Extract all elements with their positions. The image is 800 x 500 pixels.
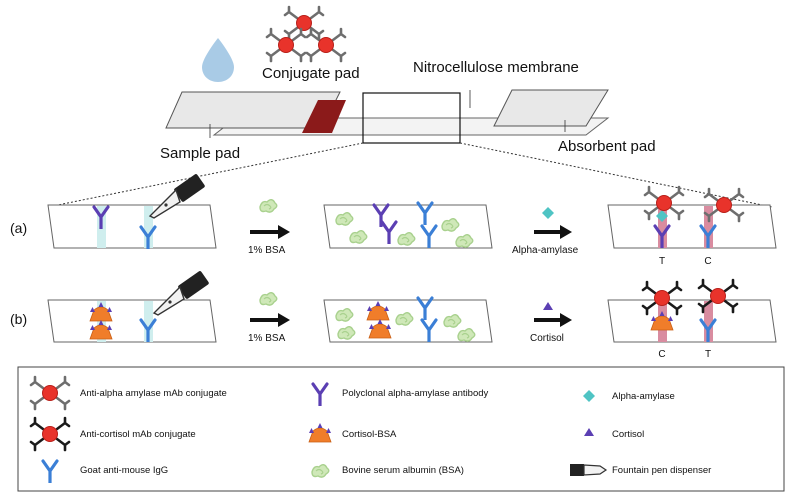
conjugate-pad-label: Conjugate pad xyxy=(262,65,360,82)
row-a-step1: 1% BSA xyxy=(248,199,290,256)
row-b-step2: Cortisol xyxy=(530,302,572,344)
legend-cortisol: Cortisol xyxy=(612,429,644,440)
fountain-pen-legend-icon xyxy=(570,464,608,476)
legend-pen: Fountain pen dispenser xyxy=(612,465,711,476)
alpha-amylase-icon xyxy=(542,207,554,219)
sample-pad-label: Sample pad xyxy=(160,145,240,162)
legend-cortisol-bsa: Cortisol-BSA xyxy=(342,429,397,440)
zoom-box xyxy=(362,92,461,144)
row-b-step2-label: Cortisol xyxy=(530,333,564,344)
row-a-panel-3: T C xyxy=(607,185,777,267)
cortisol-legend-icon xyxy=(584,428,594,436)
row-b-panel-1 xyxy=(47,269,217,343)
row-a-label: (a) xyxy=(10,220,27,236)
legend-anti-alpha: Anti-alpha amylase mAb conjugate xyxy=(80,388,227,399)
absorbent-pad xyxy=(493,89,609,127)
nitrocellulose-label: Nitrocellulose membrane xyxy=(413,59,579,76)
row-b-step1-label: 1% BSA xyxy=(248,333,286,344)
droplet-icon xyxy=(202,38,234,82)
row-b-panel-3: C T xyxy=(607,278,777,360)
row-a: (a) 1% BSA xyxy=(10,172,777,267)
row-a-step2: Alpha-amylase xyxy=(512,207,579,256)
legend-goat-igg: Goat anti-mouse IgG xyxy=(80,465,168,476)
row-b-panel-2 xyxy=(323,296,493,343)
row-a-panel-2 xyxy=(323,201,493,249)
absorbent-pad-label: Absorbent pad xyxy=(558,138,656,155)
legend-polyclonal: Polyclonal alpha-amylase antibody xyxy=(342,388,489,399)
legend-anti-cortisol: Anti-cortisol mAb conjugate xyxy=(80,429,196,440)
strip-assembly: Conjugate pad Nitrocellulose membrane Sa… xyxy=(47,5,773,208)
row-a-step2-label: Alpha-amylase xyxy=(512,245,579,256)
cortisol-icon xyxy=(543,302,553,310)
row-a-line2-label: C xyxy=(704,256,711,267)
conjugate-cluster-icon xyxy=(265,5,347,63)
row-b: (b) 1% BSA xyxy=(10,269,777,360)
row-b-line2-label: T xyxy=(705,349,711,360)
row-a-step1-label: 1% BSA xyxy=(248,245,286,256)
row-a-line1-label: T xyxy=(659,256,665,267)
legend-bsa: Bovine serum albumin (BSA) xyxy=(342,465,464,476)
alpha-amylase-legend-icon xyxy=(583,390,595,402)
row-b-step1: 1% BSA xyxy=(248,292,290,344)
row-b-line1-label: C xyxy=(658,349,665,360)
legend-alpha-amylase: Alpha-amylase xyxy=(612,391,675,402)
legend: Anti-alpha amylase mAb conjugate Anti-co… xyxy=(17,366,785,492)
row-a-panel-1 xyxy=(47,172,217,249)
conjugate-pad xyxy=(302,100,346,133)
row-b-label: (b) xyxy=(10,311,27,327)
